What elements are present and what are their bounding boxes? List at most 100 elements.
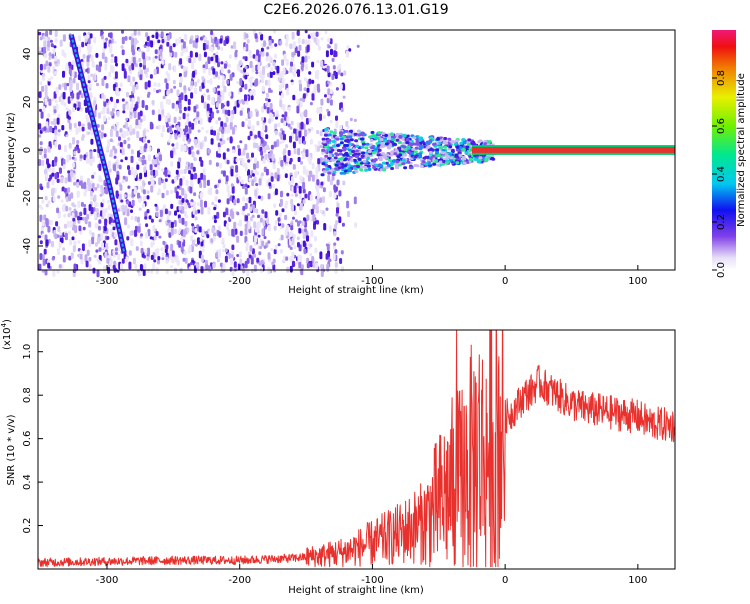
spectrogram-cell bbox=[215, 189, 219, 195]
spectrogram-cell bbox=[81, 216, 85, 221]
spectrogram-cell bbox=[194, 87, 198, 95]
spectrogram-cell bbox=[300, 161, 303, 165]
spectrogram-cell bbox=[261, 209, 265, 214]
spectrogram-cell bbox=[57, 129, 61, 133]
spectrogram-cell bbox=[206, 88, 210, 93]
spectrogram-cell bbox=[285, 163, 289, 167]
spectrogram-cell bbox=[194, 228, 198, 233]
spectrogram-cell bbox=[340, 72, 344, 77]
spectrogram-cell bbox=[139, 110, 143, 117]
spectrogram-cell bbox=[268, 55, 272, 62]
spectrogram-cell bbox=[196, 111, 200, 118]
spectrogram-cell bbox=[146, 190, 150, 194]
spectrogram-cell bbox=[262, 219, 266, 227]
spectrogram-cell bbox=[257, 54, 261, 63]
spectrogram-cell bbox=[98, 219, 102, 224]
spectrogram-cell bbox=[91, 61, 95, 68]
spectrogram-cell bbox=[236, 80, 240, 85]
spectrogram-cell bbox=[199, 182, 203, 188]
spectrogram-cell bbox=[216, 109, 220, 114]
spectrogram-cell bbox=[182, 112, 186, 120]
spectrogram-cell bbox=[289, 126, 293, 130]
spectrogram-cell bbox=[424, 155, 429, 159]
spectrogram-cell bbox=[257, 130, 261, 138]
spectrogram-cell bbox=[167, 139, 171, 143]
spectrogram-cell bbox=[266, 92, 269, 98]
spectrogram-cell bbox=[95, 52, 99, 58]
spectrogram-cell bbox=[200, 172, 204, 180]
spectrogram-cell bbox=[101, 187, 105, 196]
spectrogram-cell bbox=[257, 65, 261, 71]
spectrogram-cell bbox=[208, 68, 212, 76]
spectrogram-cell bbox=[84, 35, 88, 40]
spectrogram-cell bbox=[260, 132, 264, 138]
spectrogram-cell bbox=[174, 129, 177, 134]
spectrogram-cell bbox=[152, 225, 156, 232]
spectrogram-cell bbox=[222, 108, 225, 114]
snr-x-label: Height of straight line (km) bbox=[288, 585, 424, 596]
spectrogram-cell bbox=[249, 206, 253, 212]
spectrogram-cell bbox=[88, 239, 92, 247]
spectrogram-cell bbox=[191, 223, 195, 227]
spectrogram-cell bbox=[127, 75, 131, 83]
spectrogram-cell bbox=[206, 79, 210, 84]
spectrogram-cell bbox=[119, 184, 123, 191]
spectrogram-cell bbox=[100, 35, 104, 40]
spectrogram-cell bbox=[397, 163, 402, 167]
snr-y-tick-label: 0.2 bbox=[22, 518, 33, 534]
spectrogram-cell bbox=[323, 133, 328, 137]
spectrogram-cell bbox=[334, 51, 338, 57]
spectrogram-cell bbox=[76, 92, 80, 100]
spectrogram-cell bbox=[320, 60, 324, 68]
spectrogram-cell bbox=[225, 116, 229, 123]
spectrogram-cell bbox=[356, 129, 361, 133]
spectrogram-cell bbox=[113, 102, 117, 109]
spectrogram-cell bbox=[110, 149, 114, 153]
spectrogram-cell bbox=[465, 145, 470, 149]
spectrogram-cell bbox=[183, 250, 187, 256]
spectrogram-cell bbox=[240, 265, 244, 271]
spectrogram-cell bbox=[241, 158, 245, 165]
spectrogram-cell bbox=[309, 243, 313, 248]
spectrogram-cell bbox=[150, 170, 154, 176]
spectrogram-cell bbox=[311, 79, 315, 84]
spectrogram-cell bbox=[215, 119, 219, 125]
spectrogram-cell bbox=[180, 236, 184, 243]
snr-scale-label: (x104) bbox=[0, 319, 13, 350]
spectrogram-cell bbox=[109, 43, 113, 51]
spectrogram-cell bbox=[332, 170, 337, 174]
spectrogram-cell bbox=[71, 156, 75, 160]
spectrogram-cell bbox=[164, 178, 168, 182]
spectrogram-cell bbox=[79, 154, 83, 159]
spectrogram-cell bbox=[108, 32, 111, 38]
spectrogram-cell bbox=[305, 149, 309, 158]
spectrogram-cell bbox=[296, 105, 300, 114]
spectrogram-cell bbox=[273, 203, 277, 208]
spectrogram-cell bbox=[324, 154, 329, 158]
spectrogram-cell bbox=[379, 164, 384, 168]
spectrogram-cell bbox=[316, 129, 320, 135]
spectrogram-cell bbox=[252, 88, 256, 97]
spectrogram-cell bbox=[342, 147, 347, 151]
spectrogram-cell bbox=[150, 241, 154, 248]
spectrogram-cell bbox=[61, 125, 65, 131]
spectrogram-cell bbox=[339, 83, 343, 90]
spectrogram-cell bbox=[299, 175, 303, 184]
spectrogram-cell bbox=[85, 68, 89, 73]
spectrogram-cell bbox=[349, 117, 353, 122]
spectrogram-cell bbox=[178, 217, 182, 224]
spectrogram-cell bbox=[297, 220, 300, 227]
spectrogram-cell bbox=[93, 100, 97, 106]
spectrogram-cell bbox=[247, 221, 251, 230]
spectrogram-cell bbox=[144, 69, 147, 75]
spectrogram-cell bbox=[255, 64, 259, 72]
spectrogram-cell bbox=[217, 250, 221, 258]
colorbar-tick-label: 0.0 bbox=[716, 262, 727, 278]
spectrogram-cell bbox=[102, 39, 106, 43]
spectrogram-cell bbox=[260, 195, 264, 201]
spectrogram-cell bbox=[149, 121, 153, 130]
spectrogram-cell bbox=[269, 71, 273, 78]
spectrogram-cell bbox=[443, 145, 448, 149]
spectrogram-cell bbox=[213, 130, 216, 136]
spectrogram-cell bbox=[48, 52, 52, 57]
